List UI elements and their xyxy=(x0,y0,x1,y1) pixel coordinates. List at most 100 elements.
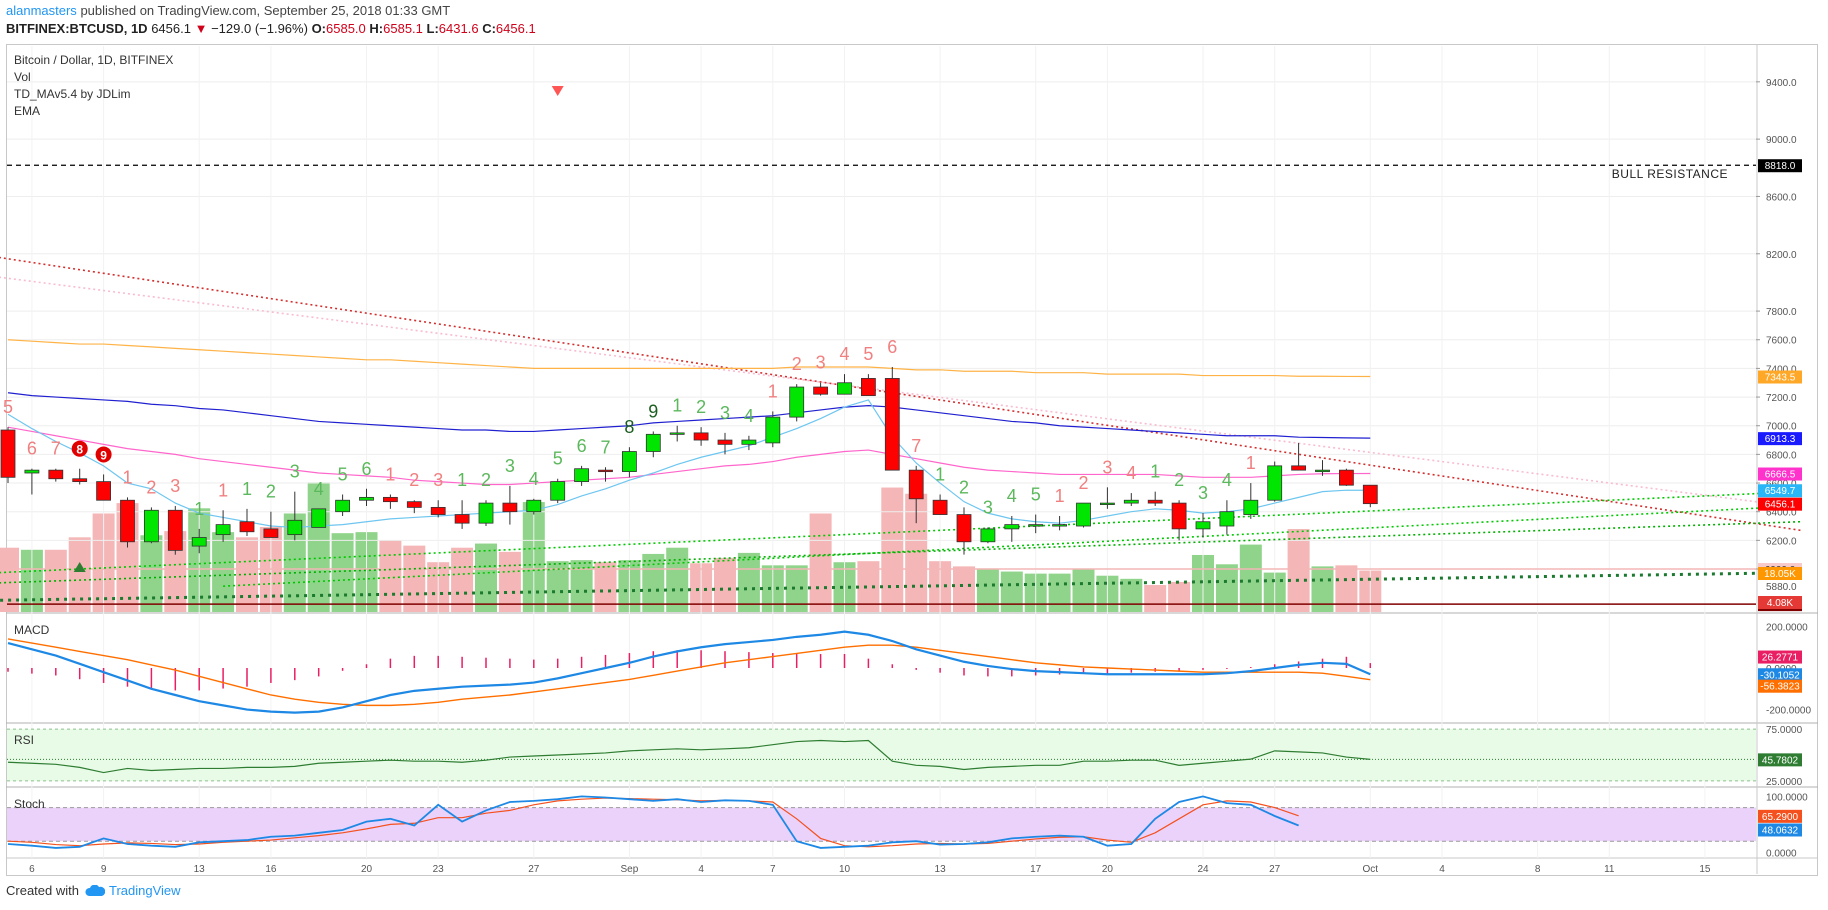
volume-bar xyxy=(1120,578,1143,612)
candle-body xyxy=(430,506,446,515)
chart-canvas[interactable]: 6000.06200.06400.06600.06800.07000.07200… xyxy=(0,0,1828,880)
trendline xyxy=(0,490,1801,574)
macd-tick-label: 200.0000 xyxy=(1766,622,1808,633)
author-link[interactable]: alanmasters xyxy=(6,3,77,18)
time-tick-label: 6 xyxy=(29,864,35,875)
volume-bar xyxy=(475,543,497,612)
publish-info: published on TradingView.com, September … xyxy=(80,3,451,18)
candle-body xyxy=(980,528,996,543)
candle-body xyxy=(1100,502,1115,505)
td-count-label: 1 xyxy=(457,470,467,490)
td-count-label: 1 xyxy=(122,467,132,487)
ohlc-line: BITFINEX:BTCUSD, 1D 6456.1 ▼ −129.0 (−1.… xyxy=(6,21,536,36)
candle-body xyxy=(908,469,924,500)
rsi-tick-label: 25.0000 xyxy=(1766,777,1803,788)
candle-body xyxy=(382,496,398,503)
td-count-label: 3 xyxy=(1198,483,1208,503)
volume-bar xyxy=(498,551,521,612)
macd-label: -30.1052 xyxy=(1760,670,1800,681)
td-count-label: 5 xyxy=(863,344,873,364)
trendline xyxy=(0,276,1801,509)
stoch-label: 48.0632 xyxy=(1762,825,1799,836)
price-label: 6549.7 xyxy=(1765,486,1796,497)
td-count-label: 3 xyxy=(720,403,730,423)
price-label-box xyxy=(1758,432,1802,446)
stoch-tick-label: 0.0000 xyxy=(1766,848,1797,859)
volume-bar xyxy=(1215,564,1238,612)
volume-bar xyxy=(164,531,187,612)
volume-bar xyxy=(642,553,665,612)
volume-label: 18.05K xyxy=(1764,569,1796,580)
td-count-label: 2 xyxy=(146,477,156,497)
price-tick-label: 6800.0 xyxy=(1766,450,1797,461)
candle-body xyxy=(454,514,470,524)
td-count-label: 3 xyxy=(1102,457,1112,477)
td-count-label: 6 xyxy=(887,337,897,357)
ema-mid-line xyxy=(7,426,1371,486)
legend-item: Bitcoin / Dollar, 1D, BITFINEX xyxy=(14,53,173,67)
time-tick-label: 27 xyxy=(528,864,540,875)
price-tick-label: 7800.0 xyxy=(1766,307,1797,318)
volume-bar xyxy=(857,561,880,612)
td-count-label: 4 xyxy=(1222,470,1232,490)
price-tick-label: 5880.0 xyxy=(1766,582,1797,593)
volume-label: 4.08K xyxy=(1767,598,1793,609)
time-tick-label: 7 xyxy=(770,864,776,875)
time-tick-label: 11 xyxy=(1604,864,1615,875)
td-count-label: 2 xyxy=(266,482,276,502)
trendline xyxy=(0,571,1801,602)
td-count-label: 6 xyxy=(27,439,37,459)
candle-body xyxy=(765,416,781,444)
td-count-label: 3 xyxy=(290,462,300,482)
stoch-label-box xyxy=(1758,823,1802,837)
open-label: O: xyxy=(311,21,327,36)
macd-label-box xyxy=(1758,650,1802,664)
time-tick-label: 27 xyxy=(1269,864,1281,875)
legend-item: TD_MAv5.4 by JDLim xyxy=(14,87,130,101)
time-tick-label: 13 xyxy=(194,864,206,875)
close-value: 6456.1 xyxy=(495,21,536,36)
volume-bar xyxy=(283,513,306,612)
volume-bar xyxy=(905,493,928,612)
candle-body xyxy=(1195,521,1211,530)
trendline xyxy=(223,505,1801,588)
rsi-band xyxy=(7,729,1756,781)
rsi-title: RSI xyxy=(14,733,34,747)
candle-body xyxy=(191,537,207,547)
td-count-label: 1 xyxy=(1055,486,1065,506)
candle-body xyxy=(550,481,566,501)
volume-bar xyxy=(1239,544,1262,612)
candle-body xyxy=(526,499,542,513)
volume-bar xyxy=(570,560,593,612)
volume-bar xyxy=(331,533,354,612)
tradingview-brand: TradingView xyxy=(108,883,181,898)
td-count-label: 3 xyxy=(816,353,826,373)
td-count-label: 2 xyxy=(1174,470,1184,490)
candle-body xyxy=(167,509,183,551)
td-count-label: 3 xyxy=(505,456,515,476)
tradingview-link[interactable]: TradingView xyxy=(85,883,181,898)
td-count-label: 5 xyxy=(3,397,13,417)
td-count-label: 4 xyxy=(839,344,849,364)
time-tick-label: 9 xyxy=(101,864,107,875)
candle-body xyxy=(1267,465,1283,501)
candle-body xyxy=(359,496,374,501)
macd-label: 26.2771 xyxy=(1762,653,1799,664)
td-count-label: 9 xyxy=(100,448,107,462)
volume-bar xyxy=(976,568,999,612)
macd-label: -56.3823 xyxy=(1760,682,1800,693)
volume-bar xyxy=(1072,569,1095,612)
price-tick-label: 6200.0 xyxy=(1766,536,1797,547)
volume-bar xyxy=(212,532,235,612)
candle-body xyxy=(1076,502,1091,527)
rsi-label-box xyxy=(1758,753,1802,767)
rsi-line xyxy=(7,739,1371,774)
symbol: BITFINEX:BTCUSD, 1D xyxy=(6,21,148,36)
td-count-label: 1 xyxy=(1150,462,1160,482)
candle-body xyxy=(311,508,327,528)
volume-bar xyxy=(1000,571,1023,612)
volume-bar xyxy=(666,547,689,612)
price-label-box xyxy=(1758,484,1802,498)
price-tick-label: 7000.0 xyxy=(1766,422,1797,433)
candle-body xyxy=(1052,524,1067,527)
